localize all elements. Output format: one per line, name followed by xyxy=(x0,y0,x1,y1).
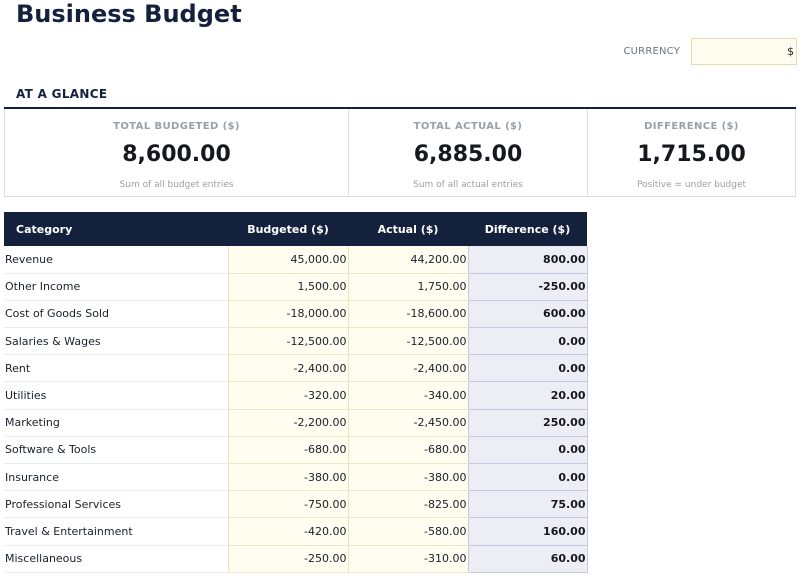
budgeted-cell[interactable]: 45,000.00 xyxy=(227,246,348,274)
budgeted-cell[interactable]: -750.00 xyxy=(227,490,348,519)
card-label: TOTAL BUDGETED ($) xyxy=(113,121,240,132)
actual-cell[interactable]: -580.00 xyxy=(347,517,468,546)
difference-cell: 160.00 xyxy=(467,517,588,546)
table-row: Marketing -2,200.00 -2,450.00 250.00 xyxy=(4,409,588,437)
category-cell[interactable]: Rent xyxy=(4,354,228,383)
budgeted-cell[interactable]: 1,500.00 xyxy=(227,273,348,301)
actual-cell[interactable]: -18,600.00 xyxy=(347,300,468,329)
budgeted-cell[interactable]: -2,200.00 xyxy=(227,409,348,437)
category-cell[interactable]: Software & Tools xyxy=(4,436,228,465)
category-cell[interactable]: Travel & Entertainment xyxy=(4,517,228,546)
actual-cell[interactable]: -380.00 xyxy=(347,463,468,492)
category-cell[interactable]: Salaries & Wages xyxy=(4,327,228,356)
card-value: 8,600.00 xyxy=(122,142,231,167)
category-cell[interactable]: Utilities xyxy=(4,381,228,410)
column-header-difference: Difference ($) xyxy=(468,212,587,246)
budgeted-cell[interactable]: -420.00 xyxy=(227,517,348,546)
difference-cell: 0.00 xyxy=(467,354,588,383)
page-title: Business Budget xyxy=(16,0,242,28)
card-value: 6,885.00 xyxy=(413,142,523,167)
table-row: Cost of Goods Sold -18,000.00 -18,600.00… xyxy=(4,300,588,329)
category-cell[interactable]: Marketing xyxy=(4,409,228,437)
currency-input[interactable] xyxy=(691,38,797,65)
budget-table: Category Budgeted ($) Actual ($) Differe… xyxy=(4,212,588,573)
difference-cell: 0.00 xyxy=(467,436,588,465)
actual-cell[interactable]: -340.00 xyxy=(347,381,468,410)
column-header-category: Category xyxy=(4,212,228,246)
total-budgeted-card: TOTAL BUDGETED ($) 8,600.00 Sum of all b… xyxy=(4,109,349,197)
card-label: DIFFERENCE ($) xyxy=(644,121,739,132)
actual-cell[interactable]: -825.00 xyxy=(347,490,468,519)
card-note: Sum of all actual entries xyxy=(413,180,523,190)
difference-cell: 20.00 xyxy=(467,381,588,410)
column-header-actual: Actual ($) xyxy=(348,212,468,246)
at-a-glance-heading: AT A GLANCE xyxy=(16,87,108,101)
difference-cell: 60.00 xyxy=(467,545,588,573)
difference-cell: 250.00 xyxy=(467,409,588,437)
currency-label: CURRENCY xyxy=(623,46,680,57)
category-cell[interactable]: Cost of Goods Sold xyxy=(4,300,228,329)
budgeted-cell[interactable]: -18,000.00 xyxy=(227,300,348,329)
actual-cell[interactable]: -310.00 xyxy=(347,545,468,573)
table-row: Other Income 1,500.00 1,750.00 -250.00 xyxy=(4,273,588,301)
table-row: Rent -2,400.00 -2,400.00 0.00 xyxy=(4,354,588,383)
budgeted-cell[interactable]: -2,400.00 xyxy=(227,354,348,383)
category-cell[interactable]: Insurance xyxy=(4,463,228,492)
actual-cell[interactable]: 1,750.00 xyxy=(347,273,468,301)
budgeted-cell[interactable]: -320.00 xyxy=(227,381,348,410)
actual-cell[interactable]: -12,500.00 xyxy=(347,327,468,356)
table-row: Revenue 45,000.00 44,200.00 800.00 xyxy=(4,246,588,274)
difference-cell: 600.00 xyxy=(467,300,588,329)
category-cell[interactable]: Other Income xyxy=(4,273,228,301)
table-row: Insurance -380.00 -380.00 0.00 xyxy=(4,463,588,492)
category-cell[interactable]: Professional Services xyxy=(4,490,228,519)
actual-cell[interactable]: -2,450.00 xyxy=(347,409,468,437)
table-row: Travel & Entertainment -420.00 -580.00 1… xyxy=(4,517,588,546)
table-header-row: Category Budgeted ($) Actual ($) Differe… xyxy=(4,212,587,246)
card-label: TOTAL ACTUAL ($) xyxy=(413,121,523,132)
difference-cell: 0.00 xyxy=(467,463,588,492)
actual-cell[interactable]: -680.00 xyxy=(347,436,468,465)
actual-cell[interactable]: -2,400.00 xyxy=(347,354,468,383)
budgeted-cell[interactable]: -680.00 xyxy=(227,436,348,465)
budgeted-cell[interactable]: -380.00 xyxy=(227,463,348,492)
category-cell[interactable]: Revenue xyxy=(4,246,228,274)
column-header-budgeted: Budgeted ($) xyxy=(228,212,348,246)
card-note: Sum of all budget entries xyxy=(119,180,234,190)
total-actual-card: TOTAL ACTUAL ($) 6,885.00 Sum of all act… xyxy=(348,109,588,197)
table-row: Salaries & Wages -12,500.00 -12,500.00 0… xyxy=(4,327,588,356)
table-row: Miscellaneous -250.00 -310.00 60.00 xyxy=(4,545,588,573)
difference-card: DIFFERENCE ($) 1,715.00 Positive = under… xyxy=(587,109,796,197)
table-row: Professional Services -750.00 -825.00 75… xyxy=(4,490,588,519)
table-row: Utilities -320.00 -340.00 20.00 xyxy=(4,381,588,410)
heading-rule xyxy=(4,107,796,109)
actual-cell[interactable]: 44,200.00 xyxy=(347,246,468,274)
budgeted-cell[interactable]: -12,500.00 xyxy=(227,327,348,356)
difference-cell: 75.00 xyxy=(467,490,588,519)
difference-cell: 0.00 xyxy=(467,327,588,356)
category-cell[interactable]: Miscellaneous xyxy=(4,545,228,573)
budgeted-cell[interactable]: -250.00 xyxy=(227,545,348,573)
difference-cell: 800.00 xyxy=(467,246,588,274)
card-value: 1,715.00 xyxy=(637,142,746,167)
card-note: Positive = under budget xyxy=(636,180,747,190)
difference-cell: -250.00 xyxy=(467,273,588,301)
table-row: Software & Tools -680.00 -680.00 0.00 xyxy=(4,436,588,465)
